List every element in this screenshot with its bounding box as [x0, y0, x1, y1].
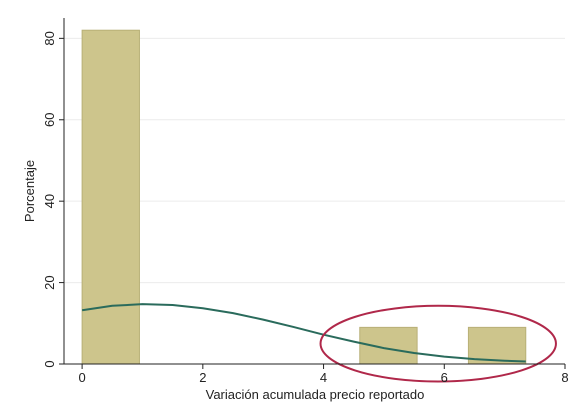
x-tick-label-8: 8 [561, 370, 568, 385]
x-tick-label-6: 6 [441, 370, 448, 385]
x-tick-label-2: 2 [199, 370, 206, 385]
bar-0 [81, 29, 140, 365]
x-tick-label-4: 4 [320, 370, 327, 385]
y-tick-label-40: 40 [42, 194, 57, 208]
y-axis-label: Porcentaje [22, 160, 37, 222]
bar-2 [467, 326, 527, 365]
y-tick-label-20: 20 [42, 275, 57, 289]
y-tick-label-60: 60 [42, 113, 57, 127]
y-tick-label-0: 0 [42, 360, 57, 367]
annotation-group [319, 304, 557, 383]
density-curve [81, 303, 526, 363]
x-tick-label-0: 0 [78, 370, 85, 385]
density-curve-group [81, 303, 526, 363]
highlight-ellipse [319, 304, 557, 383]
gridlines [64, 37, 565, 284]
x-axis-label: Variación acumulada precio reportado [206, 387, 425, 402]
y-tick-label-80: 80 [42, 31, 57, 45]
